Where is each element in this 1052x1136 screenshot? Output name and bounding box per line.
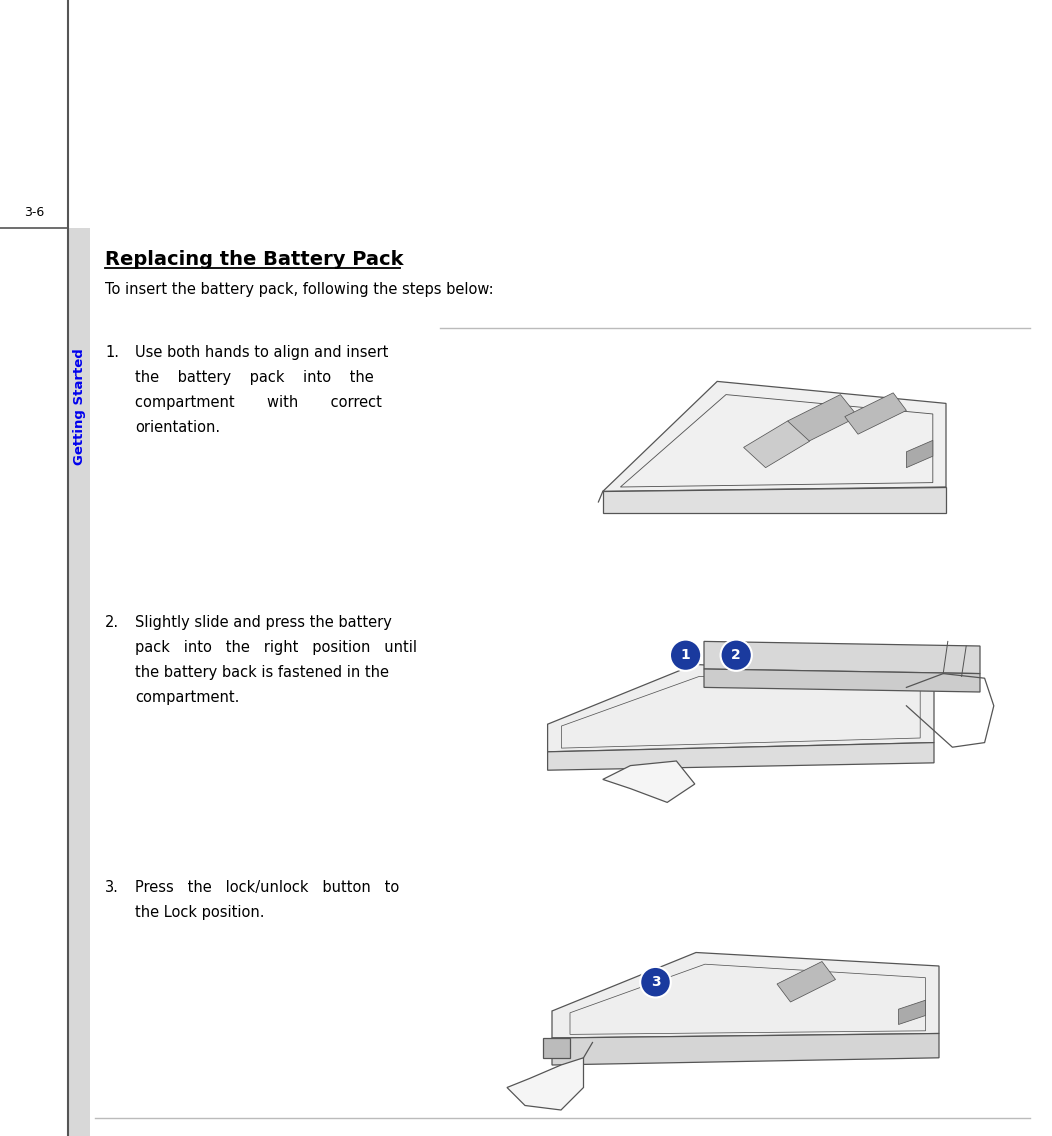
Polygon shape bbox=[744, 421, 810, 468]
Text: 3-6: 3-6 bbox=[24, 207, 44, 219]
Text: Replacing the Battery Pack: Replacing the Battery Pack bbox=[105, 250, 404, 269]
Text: the Lock position.: the Lock position. bbox=[135, 905, 264, 920]
Text: 1.: 1. bbox=[105, 345, 119, 360]
Polygon shape bbox=[603, 487, 946, 513]
Text: 2: 2 bbox=[731, 649, 741, 662]
Text: pack   into   the   right   position   until: pack into the right position until bbox=[135, 640, 417, 655]
Polygon shape bbox=[603, 382, 946, 492]
Polygon shape bbox=[777, 961, 835, 1002]
Text: orientation.: orientation. bbox=[135, 420, 220, 435]
Polygon shape bbox=[552, 1034, 939, 1066]
Text: 1: 1 bbox=[681, 649, 690, 662]
Polygon shape bbox=[704, 642, 980, 674]
Text: To insert the battery pack, following the steps below:: To insert the battery pack, following th… bbox=[105, 282, 493, 296]
Text: Press   the   lock/unlock   button   to: Press the lock/unlock button to bbox=[135, 880, 400, 895]
Circle shape bbox=[641, 967, 671, 997]
Polygon shape bbox=[704, 669, 980, 692]
Polygon shape bbox=[603, 761, 694, 802]
Text: the battery back is fastened in the: the battery back is fastened in the bbox=[135, 665, 389, 680]
Text: the    battery    pack    into    the: the battery pack into the bbox=[135, 370, 373, 385]
Text: compartment.: compartment. bbox=[135, 690, 240, 705]
Circle shape bbox=[721, 640, 752, 671]
Polygon shape bbox=[845, 393, 907, 434]
Polygon shape bbox=[543, 1038, 570, 1058]
Polygon shape bbox=[788, 394, 858, 443]
Polygon shape bbox=[507, 1058, 584, 1110]
Polygon shape bbox=[548, 665, 934, 752]
Text: Getting Started: Getting Started bbox=[73, 348, 85, 465]
Polygon shape bbox=[898, 1000, 926, 1025]
Polygon shape bbox=[548, 743, 934, 770]
Bar bbox=[68, 228, 90, 1136]
Polygon shape bbox=[552, 952, 939, 1038]
Text: Slightly slide and press the battery: Slightly slide and press the battery bbox=[135, 615, 392, 630]
Text: 3: 3 bbox=[651, 975, 661, 989]
Text: compartment       with       correct: compartment with correct bbox=[135, 395, 382, 410]
Text: 2.: 2. bbox=[105, 615, 119, 630]
Circle shape bbox=[670, 640, 702, 671]
Text: Use both hands to align and insert: Use both hands to align and insert bbox=[135, 345, 388, 360]
Text: 3.: 3. bbox=[105, 880, 119, 895]
Polygon shape bbox=[907, 441, 933, 468]
